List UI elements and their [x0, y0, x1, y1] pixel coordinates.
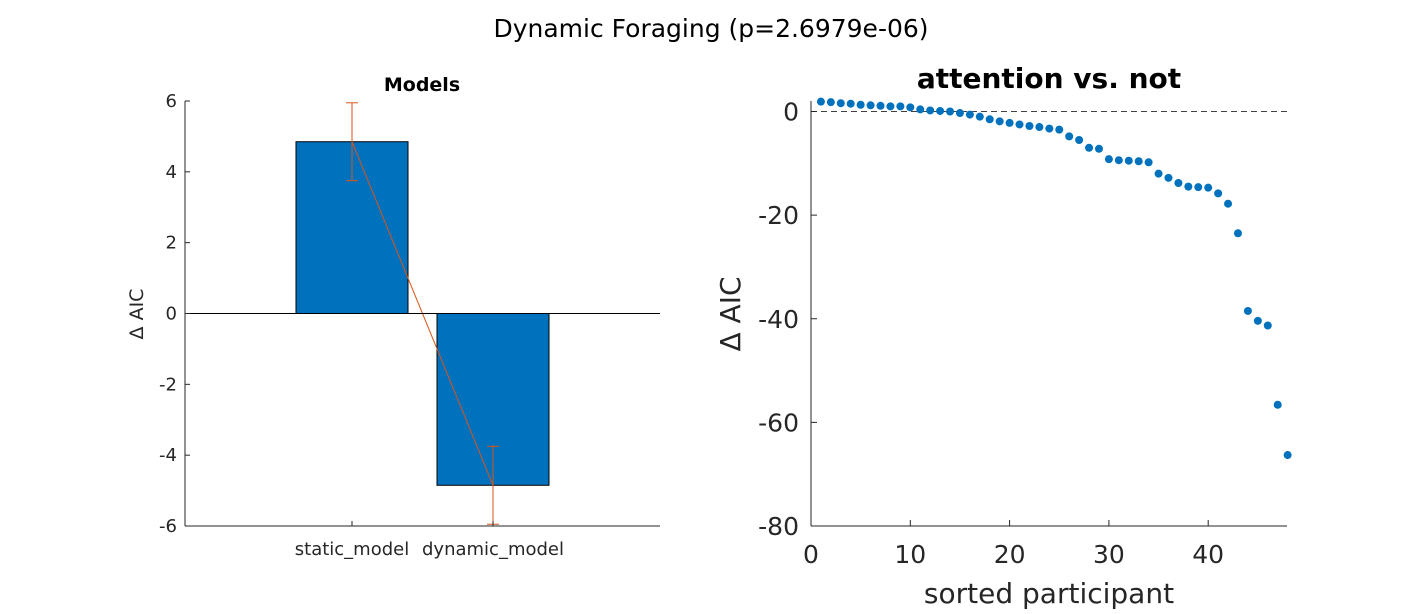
- y-tick-label: -6: [159, 516, 177, 537]
- y-tick-label: -20: [758, 201, 799, 230]
- data-point: [926, 106, 935, 115]
- data-point: [1094, 144, 1103, 153]
- data-point: [1164, 173, 1173, 182]
- data-point: [836, 99, 845, 108]
- scatter-chart-ylabel: Δ AIC: [714, 276, 747, 351]
- data-point: [1075, 135, 1084, 144]
- y-tick-label: 4: [166, 162, 177, 183]
- y-tick-label: -80: [758, 512, 799, 541]
- x-tick-label: 20: [994, 540, 1026, 569]
- data-point: [1273, 400, 1282, 409]
- data-point: [965, 110, 974, 119]
- scatter-chart-axes: -80 -60 -40 -20 0 0 10 20 30 40: [758, 98, 1287, 569]
- data-point: [906, 103, 915, 112]
- y-tick-label: 2: [166, 233, 177, 254]
- data-point: [1005, 118, 1014, 127]
- data-point: [896, 102, 905, 111]
- data-point: [985, 115, 994, 124]
- data-point: [886, 102, 895, 111]
- data-point: [1184, 182, 1193, 191]
- data-point: [1065, 132, 1074, 141]
- data-point: [1134, 157, 1143, 166]
- data-point: [1085, 143, 1094, 152]
- data-point: [1124, 156, 1133, 165]
- y-tick-label: -2: [159, 374, 177, 395]
- data-point: [826, 98, 835, 107]
- x-tick-label: static_model: [295, 539, 409, 560]
- scatter-chart-title: attention vs. not: [917, 62, 1181, 95]
- data-point: [1263, 321, 1272, 330]
- data-point: [1243, 306, 1252, 315]
- y-tick-label: 6: [166, 91, 177, 112]
- data-point: [1253, 316, 1262, 325]
- x-tick-label: 10: [894, 540, 926, 569]
- data-point: [1204, 183, 1213, 192]
- y-tick-label: 0: [783, 98, 799, 127]
- data-point: [816, 97, 825, 106]
- data-point: [846, 99, 855, 108]
- data-point: [1194, 183, 1203, 192]
- data-point: [1144, 158, 1153, 167]
- data-point: [1154, 169, 1163, 178]
- data-point: [946, 107, 955, 116]
- data-point: [1224, 199, 1233, 208]
- y-tick-label: -60: [758, 408, 799, 437]
- data-point: [1283, 451, 1292, 460]
- bar-chart-panel: Models -6 -4 -2 0 2 4 6 static_model dynamic_mod…: [126, 74, 660, 560]
- data-point: [876, 101, 885, 110]
- data-point: [1055, 125, 1064, 134]
- data-point: [936, 106, 945, 115]
- scatter-chart-panel: attention vs. not -80 -60 -40 -20 0 0 10 20 30 40…: [714, 62, 1292, 610]
- bar-chart-axes: -6 -4 -2 0 2 4 6 static_model dynamic_model: [159, 91, 660, 560]
- x-tick-label: 30: [1093, 540, 1125, 569]
- bar-chart-title: Models: [384, 74, 460, 96]
- data-point: [866, 101, 875, 110]
- x-tick-label: dynamic_model: [422, 539, 564, 560]
- data-point: [1233, 229, 1242, 238]
- scatter-chart-xlabel: sorted participant: [924, 577, 1174, 610]
- data-point: [1045, 124, 1054, 133]
- y-tick-label: -4: [159, 445, 177, 466]
- data-point: [955, 109, 964, 118]
- data-point: [1025, 122, 1034, 131]
- data-point: [1035, 123, 1044, 132]
- y-tick-label: -40: [758, 305, 799, 334]
- bar-chart-ylabel: Δ AIC: [126, 289, 148, 340]
- x-tick-label: 40: [1192, 540, 1224, 569]
- data-point: [1104, 155, 1113, 164]
- data-point: [1214, 189, 1223, 198]
- data-point: [856, 100, 865, 109]
- x-tick-label: 0: [803, 540, 819, 569]
- data-point: [1114, 156, 1123, 165]
- data-point: [995, 117, 1004, 126]
- data-point: [975, 112, 984, 121]
- figure-suptitle: Dynamic Foraging (p=2.6979e-06): [493, 14, 928, 43]
- data-point: [1015, 120, 1024, 129]
- scatter-series: [816, 97, 1292, 460]
- data-point: [916, 105, 925, 114]
- data-point: [1174, 179, 1183, 188]
- y-tick-label: 0: [166, 304, 177, 325]
